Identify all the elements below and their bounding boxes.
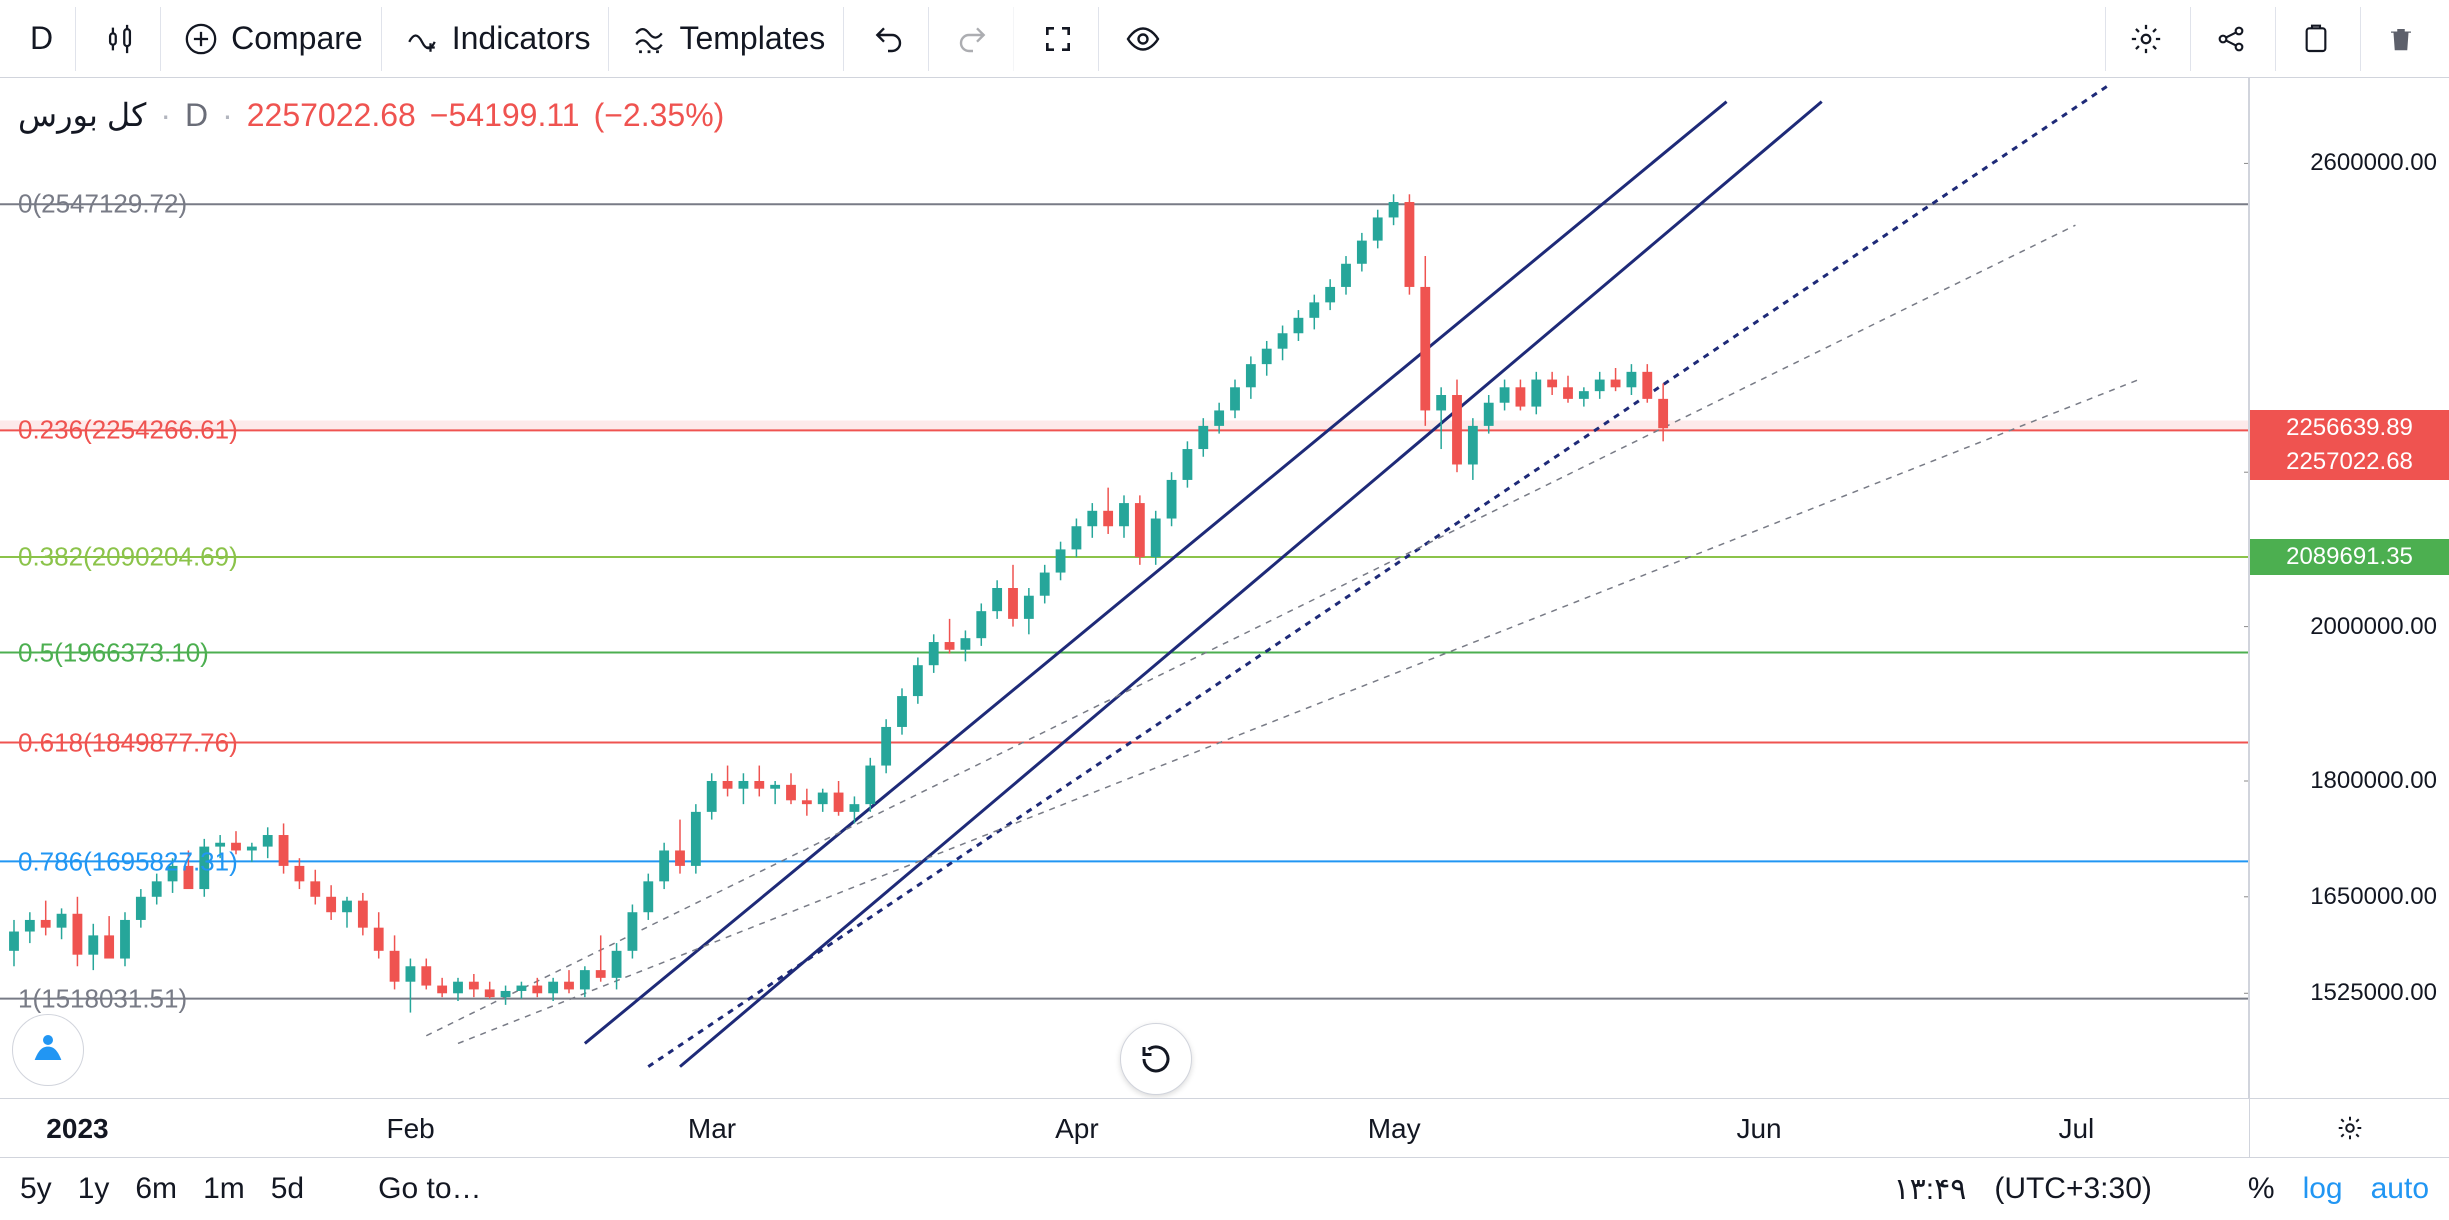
time-tick: Feb [386,1113,434,1145]
range-6m[interactable]: 6m [135,1172,177,1205]
price-tick: 1650000.00 [2310,883,2437,911]
time-tick: Jul [2058,1113,2094,1145]
main-area: کل بورس · D · 2257022.68 −54199.11 (−2.3… [0,78,2449,1098]
price-tag: 2089691.35 [2250,539,2449,575]
axis-settings-button[interactable] [2249,1099,2449,1157]
fib-label: 0.382(2090204.69) [18,541,238,572]
bottom-bar: 5y 1y 6m 1m 5d Go to… ۱۳:۴۹ (UTC+3:30) % log… [0,1158,2449,1220]
price-axis[interactable]: 2600000.002200000.002000000.001800000.00… [2249,78,2449,1098]
redo-icon [955,21,991,57]
eye-icon [1125,21,1161,57]
delete-button[interactable] [2360,7,2441,71]
timezone-label[interactable]: (UTC+3:30) [1994,1172,2152,1206]
share-icon [2213,21,2249,57]
templates-icon [631,21,667,57]
compare-button[interactable]: Compare [165,7,382,71]
indicators-button[interactable]: Indicators [386,7,610,71]
auto-toggle[interactable]: auto [2371,1172,2429,1206]
fib-label: 1(1518031.51) [18,983,187,1014]
fib-label: 0.618(1849877.76) [18,727,238,758]
indicators-label: Indicators [452,20,591,57]
templates-button[interactable]: Templates [613,7,844,71]
change-pct: (−2.35%) [594,97,725,134]
change-abs: −54199.11 [430,97,580,134]
settings-button[interactable] [2105,7,2186,71]
time-tick: 2023 [46,1113,108,1145]
percent-toggle[interactable]: % [2248,1172,2275,1206]
range-5y[interactable]: 5y [20,1172,52,1205]
time-tick: Jun [1736,1113,1781,1145]
time-tick: Apr [1055,1113,1099,1145]
fib-label: 0.786(1695827.31) [18,846,238,877]
chart-style-button[interactable] [80,7,161,71]
symbol-name: کل بورس [18,96,146,134]
trash-icon [2383,21,2419,57]
fullscreen-button[interactable] [1018,7,1099,71]
save-button[interactable] [2275,7,2356,71]
goto-button[interactable]: Go to… [378,1172,481,1206]
undo-icon [870,21,906,57]
scroll-to-end-button[interactable] [1120,1023,1192,1095]
range-1y[interactable]: 1y [78,1172,110,1205]
last-price: 2257022.68 [247,97,416,134]
price-tag: 2257022.68 [2250,444,2449,480]
gear-icon [2128,21,2164,57]
interval-label: D [30,20,53,57]
fib-label: 0.236(2254266.61) [18,415,238,446]
symbol-interval: D [185,97,208,134]
fib-label: 0.5(1966373.10) [18,637,209,668]
redo-button[interactable] [933,7,1014,71]
chart-legend: کل بورس · D · 2257022.68 −54199.11 (−2.3… [18,96,724,134]
fib-label: 0(2547129.72) [18,189,187,220]
chart-pane[interactable]: کل بورس · D · 2257022.68 −54199.11 (−2.3… [0,78,2249,1098]
price-tag: 2256639.89 [2250,410,2449,446]
indicators-icon [404,21,440,57]
candle-icon [102,21,138,57]
price-tick: 2600000.00 [2310,149,2437,177]
interval-button[interactable]: D [8,7,76,71]
time-tick: Mar [688,1113,736,1145]
time-axis-row: 2023 Feb Mar Apr May Jun Jul [0,1098,2449,1158]
range-5d[interactable]: 5d [271,1172,304,1205]
snapshot-button[interactable] [1103,7,1183,71]
clipboard-icon [2298,21,2334,57]
time-tick: May [1368,1113,1421,1145]
templates-label: Templates [679,20,825,57]
share-button[interactable] [2190,7,2271,71]
price-tick: 2000000.00 [2310,613,2437,641]
top-toolbar: D Compare Indicators Templates [0,0,2449,78]
provider-logo [12,1014,84,1086]
time-axis[interactable]: 2023 Feb Mar Apr May Jun Jul [0,1099,2249,1157]
range-1m[interactable]: 1m [203,1172,245,1205]
log-toggle[interactable]: log [2303,1172,2343,1206]
chart-canvas [0,78,2248,1098]
price-tick: 1800000.00 [2310,767,2437,795]
clock-time: ۱۳:۴۹ [1894,1172,1967,1207]
price-tick: 1525000.00 [2310,979,2437,1007]
undo-button[interactable] [848,7,929,71]
fullscreen-icon [1040,21,1076,57]
plus-circle-icon [183,21,219,57]
compare-label: Compare [231,20,363,57]
